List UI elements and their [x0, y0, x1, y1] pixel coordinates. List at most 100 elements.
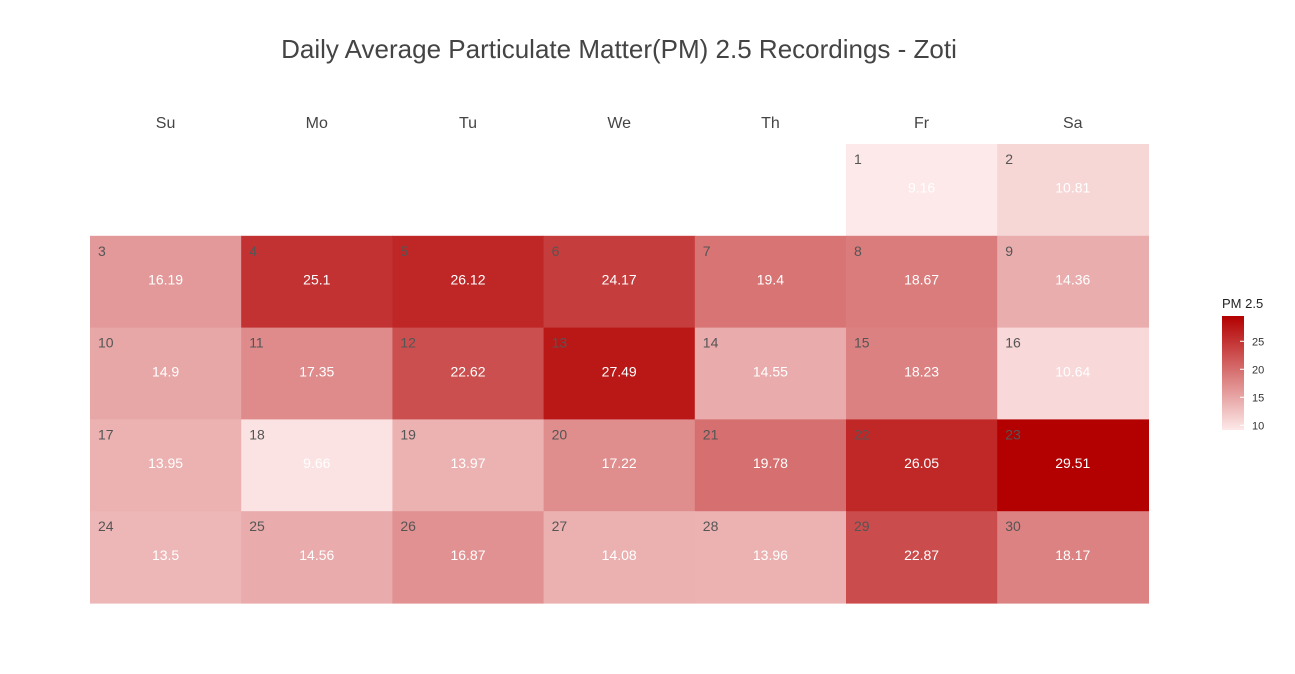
day-number-label: 8 [854, 243, 862, 259]
day-number-label: 17 [98, 426, 114, 442]
day-number-label: 20 [552, 426, 568, 442]
day-value-label: 14.08 [602, 547, 637, 563]
day-cell [90, 511, 242, 604]
day-cell [694, 511, 847, 604]
day-number-label: 15 [854, 335, 870, 351]
day-cell [90, 235, 242, 329]
day-cell [241, 419, 393, 512]
day-cell [392, 235, 545, 329]
day-cell [997, 419, 1149, 512]
day-number-label: 21 [703, 426, 719, 442]
colorscale-legend: PM 2.5 10 15 20 25 [1222, 296, 1264, 432]
colorscale-bar [1222, 316, 1244, 430]
day-cell [543, 511, 696, 604]
day-cell [997, 511, 1149, 604]
day-value-label: 24.17 [602, 272, 637, 288]
day-value-label: 19.4 [757, 272, 784, 288]
day-number-label: 7 [703, 243, 711, 259]
day-number-label: 14 [703, 335, 719, 351]
day-cell [241, 327, 393, 420]
day-value-label: 16.19 [148, 272, 183, 288]
colorscale-tick-label: 20 [1252, 364, 1264, 376]
day-value-label: 14.55 [753, 363, 788, 379]
day-number-label: 18 [249, 426, 265, 442]
day-value-label: 18.23 [904, 363, 939, 379]
day-value-label: 17.35 [299, 363, 334, 379]
day-value-label: 9.66 [303, 455, 330, 471]
day-number-label: 25 [249, 518, 265, 534]
day-cell [90, 419, 242, 512]
day-number-label: 3 [98, 243, 106, 259]
weekday-header: Th [761, 115, 780, 132]
day-value-label: 13.97 [450, 455, 485, 471]
day-number-label: 1 [854, 151, 862, 167]
day-cell [694, 235, 847, 329]
weekday-header: We [607, 115, 631, 132]
weekday-header: Su [156, 115, 176, 132]
day-cell [997, 235, 1149, 329]
day-value-label: 26.05 [904, 455, 939, 471]
day-value-label: 26.12 [450, 272, 485, 288]
day-cell [997, 327, 1149, 420]
day-cell [846, 235, 998, 329]
day-value-label: 10.81 [1055, 180, 1090, 196]
day-cell [846, 511, 998, 604]
day-number-label: 12 [400, 335, 416, 351]
day-value-label: 19.78 [753, 455, 788, 471]
day-number-label: 2 [1005, 151, 1013, 167]
day-number-label: 5 [400, 243, 408, 259]
day-value-label: 22.62 [450, 363, 485, 379]
colorscale-tick-label: 10 [1252, 420, 1264, 432]
day-cell [694, 419, 847, 512]
day-number-label: 27 [552, 518, 568, 534]
day-cell [997, 144, 1149, 237]
weekday-headers: Su Mo Tu We Th Fr Sa [156, 115, 1083, 132]
day-number-label: 6 [552, 243, 560, 259]
day-cell [543, 327, 696, 420]
day-cell [392, 327, 545, 420]
day-cell [543, 419, 696, 512]
day-number-label: 22 [854, 426, 870, 442]
weekday-header: Sa [1063, 115, 1083, 132]
day-number-label: 10 [98, 335, 114, 351]
day-value-label: 10.64 [1055, 363, 1090, 379]
day-value-label: 18.67 [904, 272, 939, 288]
day-number-label: 13 [552, 335, 568, 351]
day-cell [846, 327, 998, 420]
weekday-header: Fr [914, 115, 930, 132]
day-number-label: 24 [98, 518, 114, 534]
day-value-label: 18.17 [1055, 547, 1090, 563]
day-cell [241, 235, 393, 329]
day-value-label: 16.87 [450, 547, 485, 563]
chart-title: Daily Average Particulate Matter(PM) 2.5… [281, 34, 957, 64]
day-cell [392, 511, 545, 604]
day-value-label: 25.1 [303, 272, 330, 288]
day-number-label: 28 [703, 518, 719, 534]
day-number-label: 9 [1005, 243, 1013, 259]
day-value-label: 13.5 [152, 547, 179, 563]
day-value-label: 14.9 [152, 363, 179, 379]
day-value-label: 13.96 [753, 547, 788, 563]
colorscale-title: PM 2.5 [1222, 296, 1263, 311]
day-number-label: 16 [1005, 335, 1021, 351]
day-number-label: 19 [400, 426, 416, 442]
day-value-label: 29.51 [1055, 455, 1090, 471]
day-cell [241, 511, 393, 604]
day-cell [846, 419, 998, 512]
day-value-label: 14.56 [299, 547, 334, 563]
calendar-cells: 1 9.16 2 10.81 3 16.19 4 25.1 5 26.12 6 24.17 7 19.4 8… [90, 144, 1149, 604]
day-value-label: 17.22 [602, 455, 637, 471]
colorscale-tick-label: 25 [1252, 336, 1264, 348]
weekday-header: Mo [306, 115, 328, 132]
day-number-label: 26 [400, 518, 416, 534]
day-value-label: 9.16 [908, 180, 935, 196]
day-number-label: 30 [1005, 518, 1021, 534]
day-number-label: 4 [249, 243, 257, 259]
day-number-label: 29 [854, 518, 870, 534]
day-cell [694, 327, 847, 420]
day-cell [392, 419, 545, 512]
day-cell [846, 144, 998, 237]
day-value-label: 27.49 [602, 363, 637, 379]
day-value-label: 22.87 [904, 547, 939, 563]
